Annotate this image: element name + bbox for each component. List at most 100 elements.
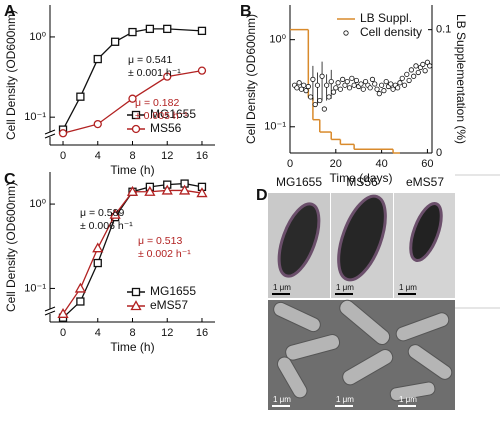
marker [369, 76, 376, 82]
marker [76, 297, 85, 306]
marker [131, 110, 141, 120]
marker [413, 63, 419, 69]
marker [294, 85, 300, 91]
annotation: ± 0.005 h⁻¹ [135, 110, 188, 122]
marker [376, 91, 382, 97]
y-axis-label: Cell Density (OD600nm) [4, 10, 18, 140]
marker [308, 94, 314, 100]
y2-tick-label: 0 [436, 147, 442, 159]
marker [408, 67, 414, 73]
marker [126, 185, 139, 196]
marker [342, 82, 348, 88]
marker [128, 27, 137, 37]
legend-label: LB Suppl. [360, 11, 412, 25]
axis-break [45, 132, 55, 137]
sem-cells [273, 299, 453, 402]
x-axis-label: Time (h) [110, 163, 154, 177]
axis-break [44, 310, 56, 316]
y-tick-label: 10⁰ [29, 31, 46, 43]
marker [349, 75, 355, 81]
marker [415, 69, 421, 76]
marker [298, 86, 305, 92]
marker [130, 300, 142, 311]
x-tick-label: 0 [60, 150, 66, 162]
marker [163, 24, 172, 34]
marker [57, 307, 69, 318]
marker [196, 187, 208, 198]
annotation: μ = 0.541 [128, 54, 172, 66]
panel-label: B [240, 3, 252, 20]
marker [163, 72, 172, 81]
x-tick-label: 20 [330, 158, 342, 170]
panel-label: C [4, 171, 16, 188]
panel-label: A [4, 3, 16, 20]
strain-label: eMS57 [406, 175, 444, 189]
marker [93, 54, 102, 64]
micrographs [268, 174, 500, 410]
marker [374, 86, 380, 92]
strain-label: MG1655 [276, 175, 322, 189]
x-axis-label: Time (h) [110, 340, 154, 354]
marker [358, 81, 364, 87]
legend-label: eMS57 [150, 298, 188, 312]
y2-axis-label: LB Supplementation (%) [454, 14, 468, 144]
y2-tick-label: 0.1 [436, 24, 451, 36]
axis-break [44, 129, 56, 135]
x-tick-label: 8 [129, 327, 135, 339]
scale-label: 1 μm [273, 283, 291, 292]
marker [305, 83, 311, 90]
marker [353, 77, 360, 84]
marker [296, 80, 302, 86]
marker [424, 59, 431, 65]
marker [303, 88, 309, 94]
marker [310, 76, 316, 82]
axis-break [45, 309, 55, 314]
legend-label: MG1655 [150, 107, 196, 121]
marker [319, 73, 325, 79]
x-tick-label: 8 [129, 150, 135, 162]
marker [381, 88, 387, 94]
y-tick-label: 10⁻¹ [24, 282, 46, 294]
marker [93, 258, 102, 268]
marker [145, 24, 155, 34]
x-tick-label: 40 [375, 158, 387, 170]
y-tick-label: 10⁰ [269, 34, 286, 46]
cell [337, 194, 387, 282]
marker [395, 85, 401, 91]
marker [411, 73, 417, 79]
marker [362, 79, 369, 85]
marker [128, 94, 137, 103]
marker [404, 71, 410, 77]
y-axis-label: Cell Density (OD600nm) [244, 14, 258, 144]
legend-label: Cell density [360, 25, 422, 39]
x-tick-label: 16 [196, 150, 208, 162]
marker [422, 68, 428, 74]
marker [344, 79, 350, 85]
marker [346, 85, 353, 91]
marker [427, 63, 433, 69]
scale-label: 1 μm [336, 283, 354, 292]
marker [326, 94, 332, 100]
marker [131, 287, 141, 297]
marker [333, 85, 339, 91]
marker [360, 86, 366, 92]
marker [312, 101, 318, 108]
y-tick-label: 10⁻¹ [24, 111, 46, 123]
marker [301, 82, 307, 88]
scale-bars [272, 293, 416, 407]
annotation: μ = 0.513 [138, 235, 182, 247]
marker [109, 208, 121, 219]
x-tick-label: 16 [196, 327, 208, 339]
marker [335, 80, 341, 86]
marker [74, 282, 87, 293]
marker [131, 124, 141, 134]
strain-label: MS56 [346, 175, 378, 189]
marker [321, 106, 327, 112]
marker [340, 76, 346, 82]
x-tick-label: 0 [60, 327, 66, 339]
x-tick-label: 4 [95, 150, 101, 162]
marker [397, 80, 403, 86]
cell [277, 202, 321, 278]
x-tick-label: 60 [421, 158, 433, 170]
marker [388, 81, 394, 87]
